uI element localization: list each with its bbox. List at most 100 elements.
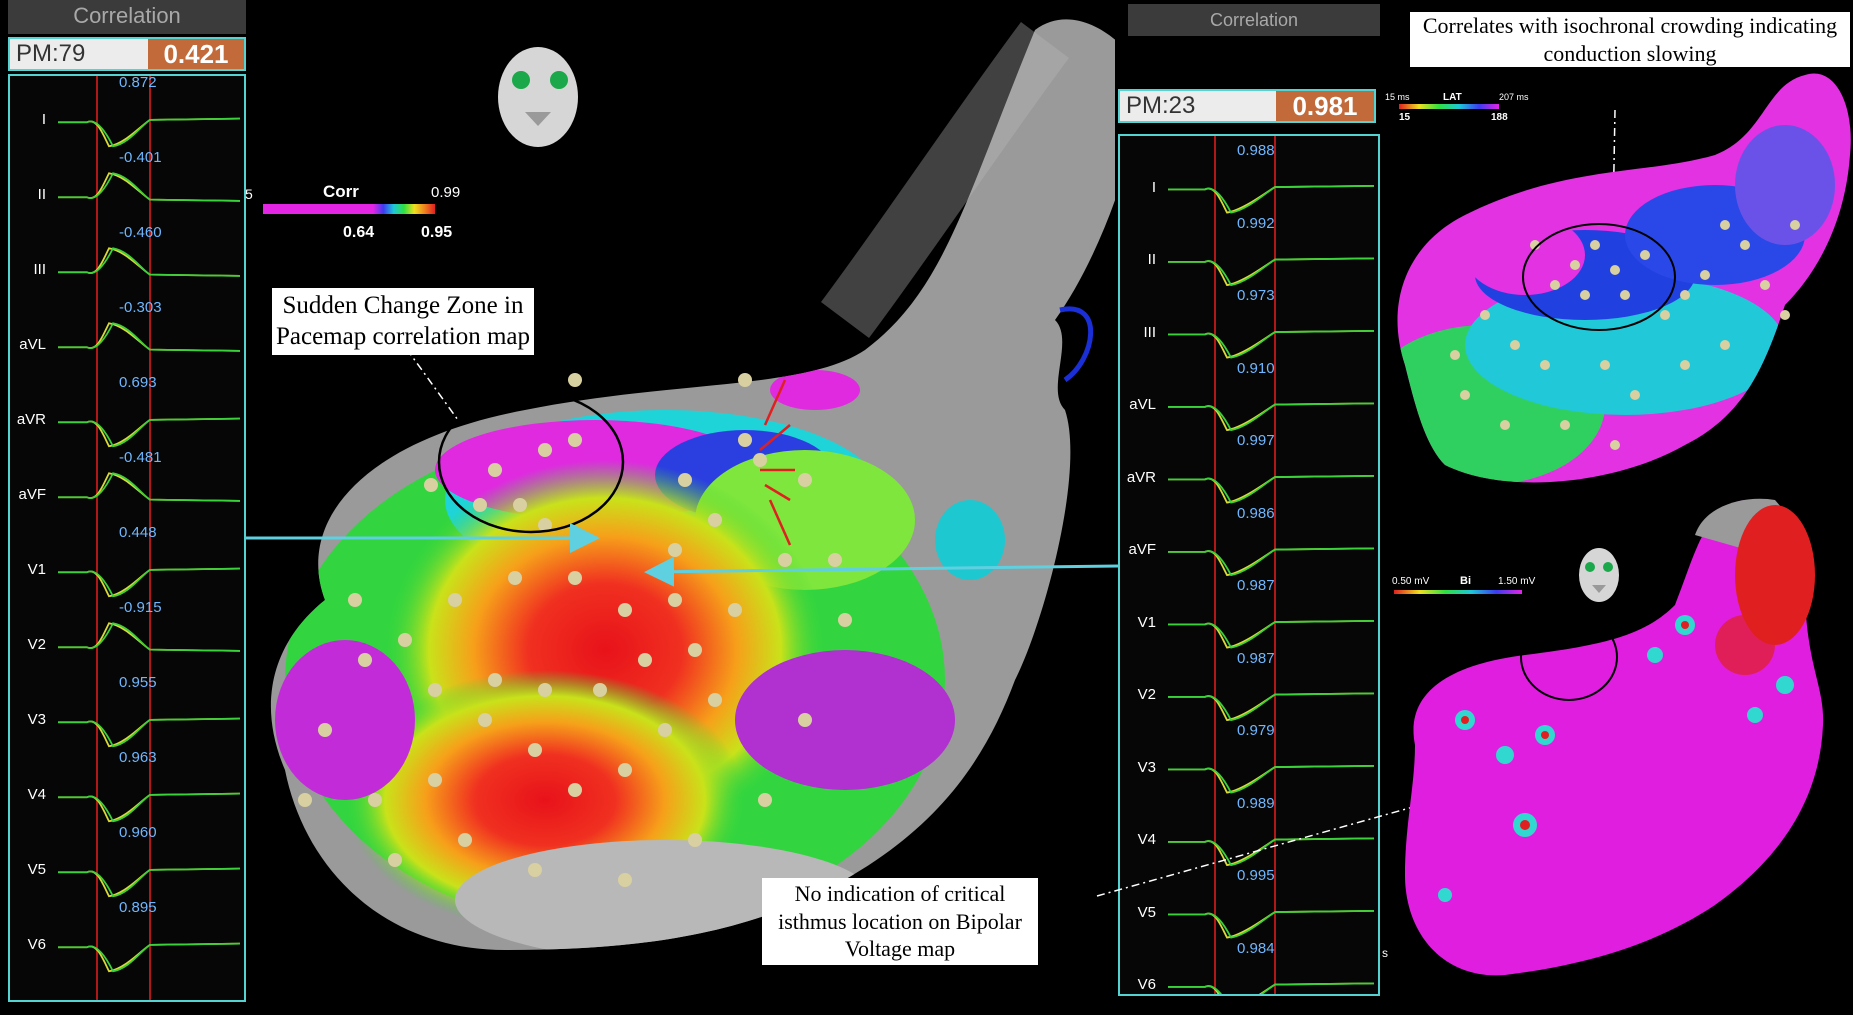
left-lead-label-v4: V4	[27, 786, 46, 803]
left-lead-label-v3: V3	[27, 711, 46, 728]
mapping-point	[388, 853, 402, 867]
corr-scale-high: 0.95	[421, 224, 453, 241]
right-lead-corr-v2: 0.987	[1237, 649, 1275, 667]
mapping-point	[618, 603, 632, 617]
left-waveform-v4	[58, 792, 241, 823]
corr-scale-title: Corr	[323, 182, 359, 201]
lat-scale-bar	[1399, 104, 1499, 109]
right-lead-corr-i: 0.988	[1237, 142, 1275, 160]
mapping-point	[568, 433, 582, 447]
left-waveform-v2	[58, 622, 241, 652]
lat-mapping-point	[1780, 310, 1790, 320]
lat-mapping-point	[1600, 360, 1610, 370]
right-ecg-panel: I 0.988 II 0.992 III 0.973 aVL 0.910 aVR 0.997 aVF…	[1118, 134, 1380, 996]
left-lead-label-i: I	[41, 111, 46, 128]
mapping-point	[778, 553, 792, 567]
mapping-point	[688, 643, 702, 657]
mapping-point	[298, 793, 312, 807]
corr-scale-low: 0.64	[343, 224, 375, 241]
lat-mapping-point	[1630, 390, 1640, 400]
right-lead-label-i: I	[1151, 178, 1156, 196]
bi-scale-max: 1.50 mV	[1498, 576, 1536, 587]
right-waveform-avr	[1168, 474, 1375, 504]
right-waveform-avf	[1168, 547, 1375, 577]
mapping-point	[428, 773, 442, 787]
lat-mapping-point	[1790, 220, 1800, 230]
right-lead-label-avf: aVF	[1128, 541, 1156, 558]
mapping-point	[708, 513, 722, 527]
mapping-point	[593, 683, 607, 697]
lat-mapping-point	[1620, 290, 1630, 300]
left-lead-corr-avl: -0.303	[119, 298, 162, 316]
lat-mapping-point	[1720, 340, 1730, 350]
lat-mapping-point	[1610, 440, 1620, 450]
corr-scale-edge: 5	[245, 186, 253, 202]
lat-mapping-point	[1530, 240, 1540, 250]
right-lead-label-iii: III	[1143, 323, 1156, 341]
right-lead-corr-avl: 0.910	[1237, 359, 1275, 377]
right-waveform-ii	[1168, 257, 1375, 287]
left-waveform-avr	[58, 417, 241, 448]
right-waveform-v5	[1168, 909, 1375, 939]
mapping-point	[758, 793, 772, 807]
bi-scale-min: 0.50 mV	[1392, 576, 1430, 587]
mapping-point	[738, 433, 752, 447]
left-lead-label-v2: V2	[27, 636, 46, 653]
lat-mapping-point	[1560, 420, 1570, 430]
left-waveform-avl	[58, 322, 241, 352]
left-correlation-header: Correlation	[8, 0, 246, 34]
left-lead-label-ii: II	[37, 186, 46, 203]
bi-scale-title: Bi	[1460, 575, 1471, 587]
lat-mapping-point	[1570, 260, 1580, 270]
right-waveform-i	[1168, 184, 1375, 214]
left-waveform-ii	[58, 172, 241, 202]
right-waveform-v6	[1168, 982, 1375, 994]
mapping-point	[828, 553, 842, 567]
right-pm-label: PM:23	[1126, 92, 1196, 119]
mapping-point	[668, 593, 682, 607]
right-waveform-v1	[1168, 619, 1375, 649]
sudden-change-circle	[437, 390, 625, 534]
mapping-point	[738, 373, 752, 387]
right-lead-corr-v1: 0.987	[1237, 577, 1275, 595]
right-lead-corr-v6: 0.984	[1237, 939, 1275, 957]
lat-mapping-point	[1640, 250, 1650, 260]
lat-mapping-point	[1700, 270, 1710, 280]
bipolar-annotation: No indication of critical isthmus locati…	[762, 878, 1038, 965]
mapping-point	[618, 763, 632, 777]
right-waveform-iii	[1168, 329, 1375, 359]
mapping-point	[678, 473, 692, 487]
lat-mapping-point	[1680, 360, 1690, 370]
left-lead-label-v1: V1	[27, 561, 46, 578]
isochronal-circle	[1522, 223, 1676, 331]
lat-color-scale: 15 ms LAT 207 ms 15 188	[1385, 92, 1545, 132]
lat-mapping-point	[1680, 290, 1690, 300]
lat-mapping-point	[1540, 360, 1550, 370]
mapping-point	[568, 373, 582, 387]
right-correlation-header: Correlation	[1128, 4, 1380, 36]
right-lead-label-ii: II	[1147, 251, 1156, 268]
lat-mapping-point	[1480, 310, 1490, 320]
left-lead-label-avf: aVF	[18, 486, 46, 503]
mapping-point	[513, 498, 527, 512]
lat-mapping-point	[1460, 390, 1470, 400]
mapping-point	[668, 543, 682, 557]
left-lead-corr-v2: -0.915	[119, 598, 162, 616]
right-lead-label-avl: aVL	[1129, 396, 1156, 413]
lat-mapping-point	[1740, 240, 1750, 250]
right-lead-corr-v5: 0.995	[1237, 867, 1275, 885]
lat-mapping-point	[1580, 290, 1590, 300]
lat-mapping-point	[1510, 340, 1520, 350]
mapping-point	[448, 593, 462, 607]
bipolar-circle	[1520, 613, 1618, 701]
left-lead-label-iii: III	[33, 261, 46, 278]
right-lead-label-v1: V1	[1137, 613, 1156, 631]
mapping-point	[838, 613, 852, 627]
left-lead-corr-v1: 0.448	[119, 523, 157, 541]
left-waveform-avf	[58, 472, 241, 502]
mapping-point	[798, 473, 812, 487]
lat-scale-title: LAT	[1443, 92, 1462, 103]
corr-scale-max: 0.99	[431, 184, 461, 201]
left-lead-corr-v6: 0.895	[119, 898, 157, 916]
mapping-point	[508, 571, 522, 585]
